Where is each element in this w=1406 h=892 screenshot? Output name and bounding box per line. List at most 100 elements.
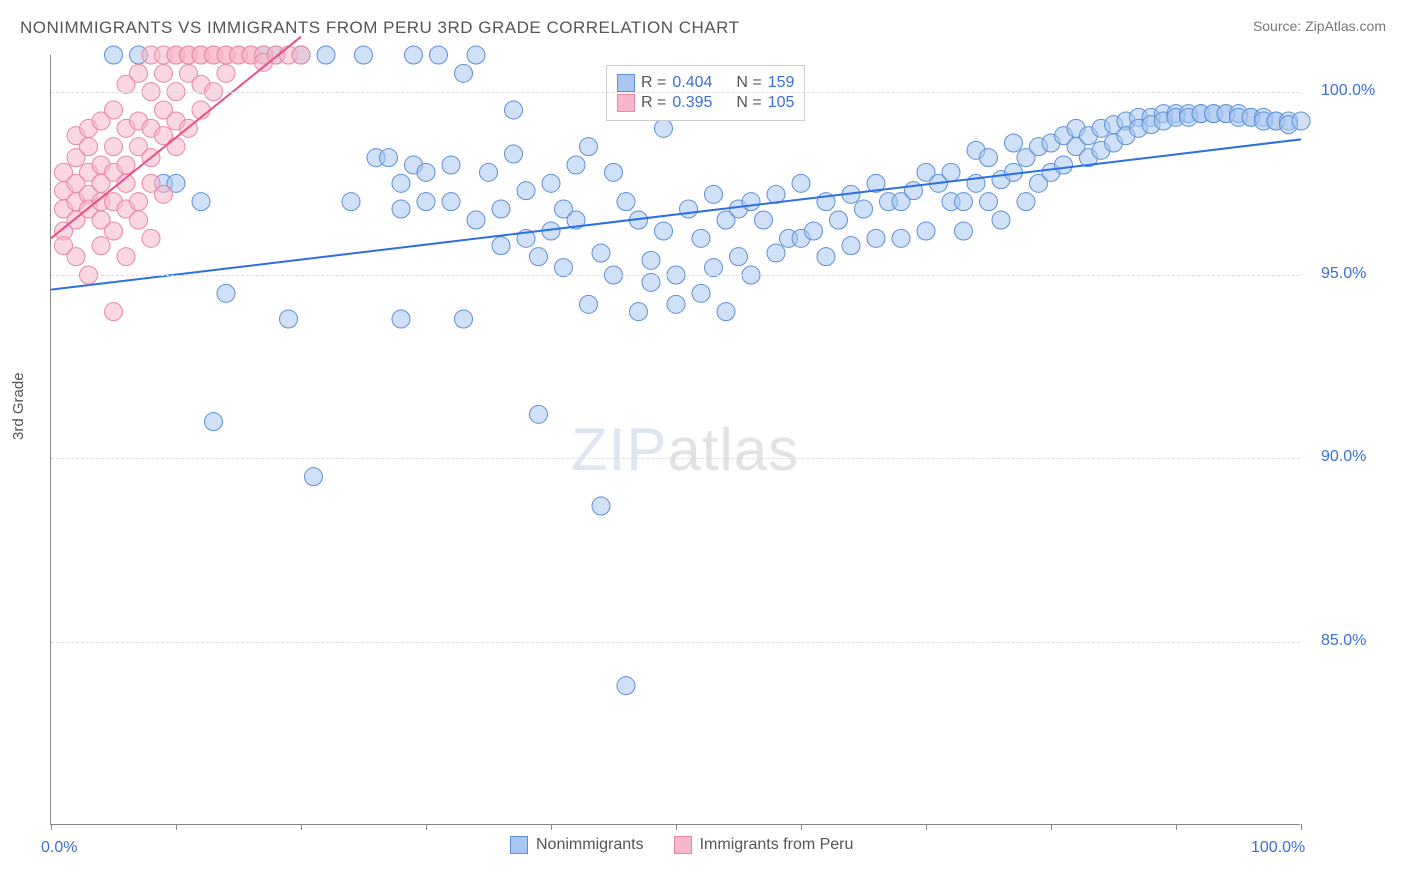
data-point [192, 193, 210, 211]
data-point [867, 229, 885, 247]
legend-n-value: 105 [768, 94, 795, 112]
data-point [592, 497, 610, 515]
legend-swatch [617, 94, 635, 112]
legend-n-prefix: N = [736, 74, 761, 92]
x-tick [551, 824, 552, 830]
data-point [717, 303, 735, 321]
legend-item: Nonimmigrants [510, 836, 644, 854]
data-point [155, 185, 173, 203]
legend-swatch [674, 836, 692, 854]
data-point [342, 193, 360, 211]
x-tick [301, 824, 302, 830]
correlation-legend: R =0.404N =159R =0.395N =105 [606, 65, 805, 121]
y-tick-label: 90.0% [1321, 448, 1366, 466]
data-point [1017, 193, 1035, 211]
data-point [617, 677, 635, 695]
data-point [842, 237, 860, 255]
data-point [492, 200, 510, 218]
data-point [642, 251, 660, 269]
data-point [467, 46, 485, 64]
data-point [130, 64, 148, 82]
data-point [305, 468, 323, 486]
x-tick [1301, 824, 1302, 830]
data-point [630, 303, 648, 321]
data-point [117, 248, 135, 266]
gridline [51, 458, 1300, 459]
data-point [505, 145, 523, 163]
x-tick [676, 824, 677, 830]
data-point [642, 273, 660, 291]
legend-row: R =0.395N =105 [617, 94, 794, 112]
gridline [51, 275, 1300, 276]
x-tick [51, 824, 52, 830]
data-point [392, 310, 410, 328]
y-tick-label: 100.0% [1321, 82, 1375, 100]
data-point [280, 310, 298, 328]
x-tick [801, 824, 802, 830]
series-legend: Nonimmigrants Immigrants from Peru [510, 836, 853, 854]
data-point [467, 211, 485, 229]
data-point [105, 46, 123, 64]
data-point [955, 193, 973, 211]
source-label: Source: ZipAtlas.com [1253, 18, 1386, 34]
x-tick [926, 824, 927, 830]
x-tick-label: 100.0% [1251, 839, 1305, 857]
data-point [705, 185, 723, 203]
legend-r-value: 0.395 [672, 94, 712, 112]
data-point [592, 244, 610, 262]
data-point [105, 222, 123, 240]
data-point [767, 244, 785, 262]
y-axis-label: 3rd Grade [10, 372, 27, 440]
data-point [67, 248, 85, 266]
data-point [580, 138, 598, 156]
data-point [980, 149, 998, 167]
data-point [692, 284, 710, 302]
data-point [855, 200, 873, 218]
data-point [80, 138, 98, 156]
data-point [805, 222, 823, 240]
data-point [167, 138, 185, 156]
data-point [580, 295, 598, 313]
data-point [917, 222, 935, 240]
gridline [51, 642, 1300, 643]
data-point [480, 163, 498, 181]
chart-title: NONIMMIGRANTS VS IMMIGRANTS FROM PERU 3R… [20, 18, 739, 38]
x-tick [176, 824, 177, 830]
data-point [755, 211, 773, 229]
data-point [892, 229, 910, 247]
data-point [655, 119, 673, 137]
data-point [992, 211, 1010, 229]
data-point [667, 295, 685, 313]
data-point [730, 248, 748, 266]
x-tick [1176, 824, 1177, 830]
data-point [205, 413, 223, 431]
legend-n-value: 159 [768, 74, 795, 92]
y-tick-label: 85.0% [1321, 632, 1366, 650]
y-tick-label: 95.0% [1321, 265, 1366, 283]
data-point [817, 248, 835, 266]
x-tick-label: 0.0% [41, 839, 77, 857]
data-point [605, 163, 623, 181]
data-point [105, 138, 123, 156]
data-point [530, 248, 548, 266]
data-point [380, 149, 398, 167]
data-point [130, 211, 148, 229]
legend-label: Immigrants from Peru [700, 836, 854, 854]
data-point [455, 64, 473, 82]
data-point [942, 163, 960, 181]
data-point [517, 182, 535, 200]
data-point [492, 237, 510, 255]
data-point [155, 64, 173, 82]
legend-item: Immigrants from Peru [674, 836, 854, 854]
data-point [655, 222, 673, 240]
data-point [142, 229, 160, 247]
data-point [105, 303, 123, 321]
data-point [1055, 156, 1073, 174]
data-point [317, 46, 335, 64]
data-point [567, 156, 585, 174]
data-point [392, 174, 410, 192]
data-point [680, 200, 698, 218]
data-point [417, 163, 435, 181]
data-point [405, 46, 423, 64]
x-tick [426, 824, 427, 830]
